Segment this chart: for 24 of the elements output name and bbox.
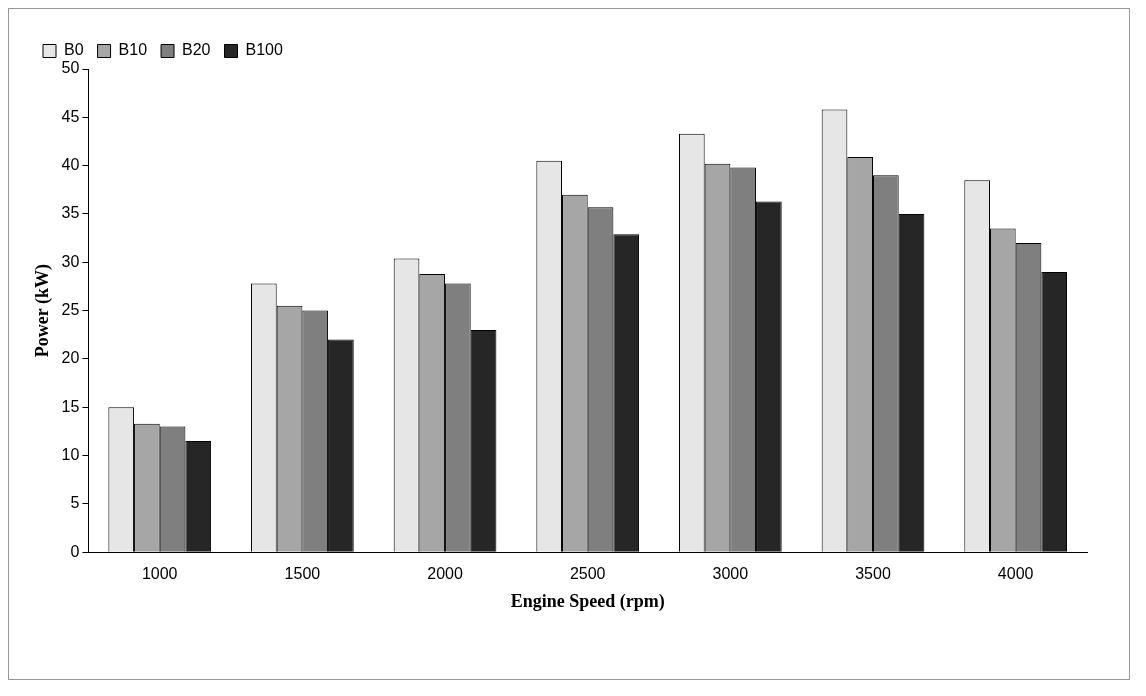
y-tick-label: 45 [61,107,80,125]
y-tick-label: 10 [61,445,80,463]
y-tick-label: 15 [61,397,80,415]
y-tick-label: 50 [61,59,80,77]
x-axis-title: Engine Speed (rpm) [510,590,665,612]
y-tick-label: 30 [61,252,80,270]
x-tick-label: 1000 [141,565,178,583]
legend-label: B10 [118,41,148,59]
y-tick-label: 20 [61,349,80,367]
legend-label: B100 [245,41,283,59]
x-tick-label: 2000 [427,565,463,583]
x-tick-label: 3500 [855,565,891,583]
legend-label: B0 [64,41,84,59]
x-tick-label: 4000 [997,565,1034,583]
y-tick-label: 25 [61,301,80,319]
legend-label: B20 [182,41,211,59]
y-tick-label: 5 [70,494,80,512]
y-axis-title: Power (kW) [32,264,54,358]
y-tick-label: 40 [61,156,80,174]
x-tick-label: 1500 [284,565,321,583]
x-tick-label: 3000 [712,565,749,583]
y-tick-label: 35 [61,204,80,222]
y-tick-label: 0 [70,542,80,560]
x-tick-label: 2500 [569,565,606,583]
